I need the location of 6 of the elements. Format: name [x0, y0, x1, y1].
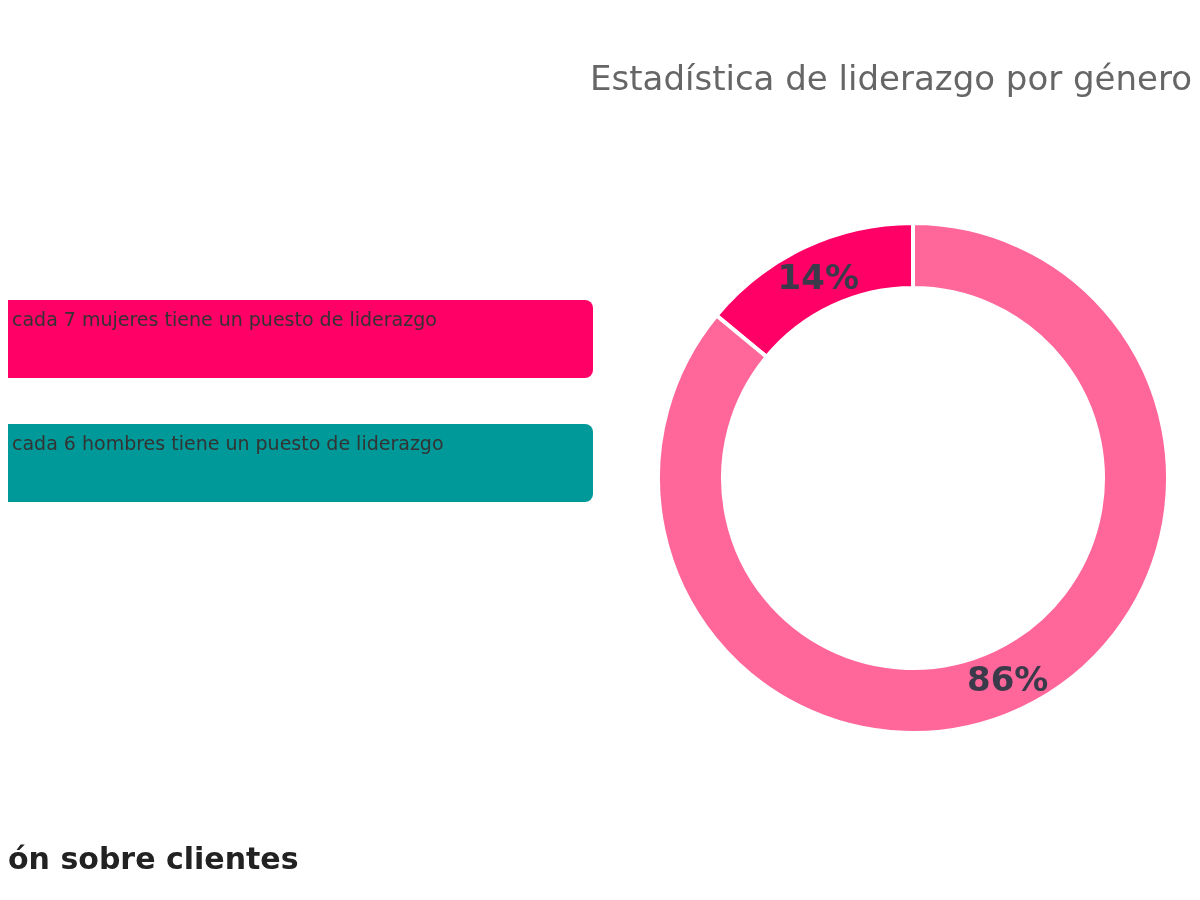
- data-label: 86%: [967, 659, 1049, 700]
- banner: cada 6 hombres tiene un puesto de liderazgo: [8, 424, 593, 502]
- text: ón sobre clientes: [8, 841, 299, 876]
- banner: cada 7 mujeres tiene un puesto de liderazgo: [8, 300, 593, 378]
- chart-title: Estadística de liderazgo por género: [589, 58, 1192, 98]
- data-label: 14%: [777, 256, 859, 297]
